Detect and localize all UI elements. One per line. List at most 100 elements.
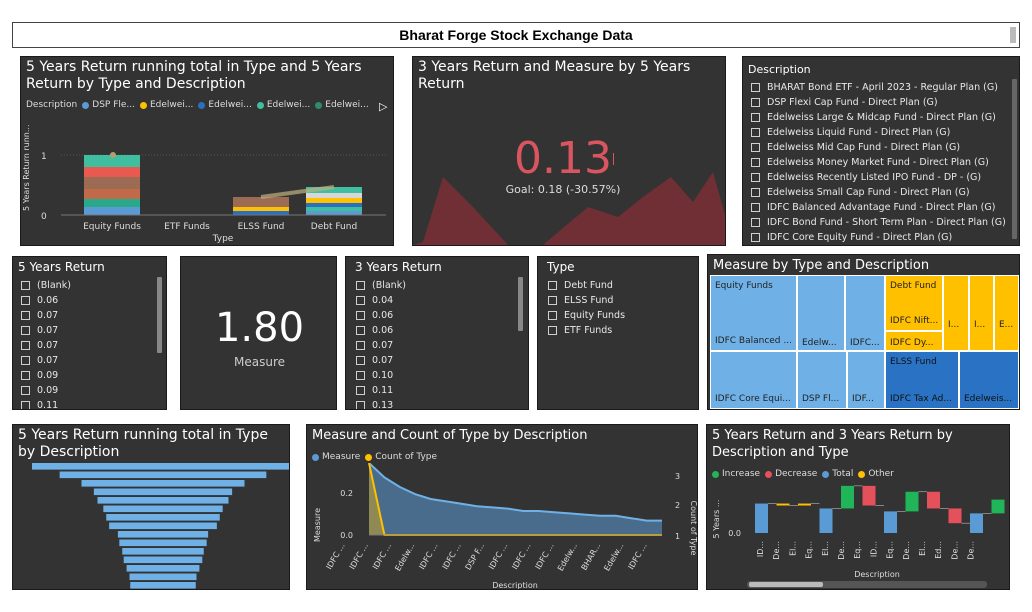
slicer-option[interactable]: Edelweiss Mid Cap Fund - Direct Plan (G) — [751, 140, 1011, 155]
slicer-option[interactable]: 0.07 — [21, 353, 158, 368]
checkbox[interactable] — [21, 311, 30, 320]
horizontal-scrollbar-thumb[interactable] — [749, 582, 823, 587]
checkbox[interactable] — [751, 158, 760, 167]
running-total-marker[interactable] — [110, 152, 116, 158]
treemap-tile[interactable]: Equity Funds IDFC Balanced ... — [710, 275, 797, 351]
slicer-option[interactable]: 0.13 — [356, 398, 520, 409]
checkbox[interactable] — [356, 356, 365, 365]
bar-segment[interactable] — [306, 187, 362, 193]
waterfall-bar[interactable] — [884, 511, 897, 533]
slicer-option[interactable]: 0.04 — [356, 293, 520, 308]
checkbox[interactable] — [751, 143, 760, 152]
checkbox[interactable] — [751, 128, 760, 137]
bar-segment[interactable] — [306, 203, 362, 207]
waterfall-bar[interactable] — [755, 503, 768, 533]
treemap-tile[interactable]: I... — [943, 275, 969, 351]
funnel-bar[interactable] — [93, 488, 233, 496]
slicer-option[interactable]: 0.09 — [21, 383, 158, 398]
slicer-option[interactable]: (Blank) — [356, 278, 520, 293]
slicer-scrollbar[interactable] — [157, 277, 162, 353]
slicer-option[interactable]: 0.06 — [356, 308, 520, 323]
waterfall-bar[interactable] — [819, 508, 833, 533]
treemap-tile[interactable]: Edelw... — [797, 275, 845, 351]
slicer-scrollbar[interactable] — [518, 277, 523, 331]
checkbox[interactable] — [21, 296, 30, 305]
checkbox[interactable] — [21, 371, 30, 380]
slicer-option[interactable]: BHARAT Bond ETF - April 2023 - Regular P… — [751, 80, 1011, 95]
funnel-bar[interactable] — [59, 471, 267, 479]
slicer-option[interactable]: Edelweiss Recently Listed IPO Fund - DP … — [751, 170, 1011, 185]
checkbox[interactable] — [548, 296, 557, 305]
funnel-bar[interactable] — [109, 522, 217, 530]
waterfall-bar[interactable] — [798, 503, 811, 506]
title-scrollbar[interactable] — [1010, 27, 1016, 43]
slicer-option[interactable]: 0.07 — [21, 323, 158, 338]
checkbox[interactable] — [356, 281, 365, 290]
slicer-option[interactable]: 0.10 — [356, 368, 520, 383]
slicer-option[interactable]: ELSS Fund — [548, 293, 690, 308]
slicer-scrollbar[interactable] — [1012, 79, 1017, 239]
treemap-tile[interactable]: IDFC... — [845, 275, 885, 351]
legend-item[interactable]: Edelwei... — [266, 100, 311, 110]
checkbox[interactable] — [21, 386, 30, 395]
waterfall-bar[interactable] — [841, 485, 854, 509]
funnel-bar[interactable] — [32, 463, 290, 470]
waterfall-bar[interactable] — [776, 503, 790, 506]
funnel-bar[interactable] — [97, 497, 229, 504]
bar-segment[interactable] — [306, 211, 362, 215]
slicer-option[interactable]: IDFC Core Equity Fund - Direct Plan (G) — [751, 230, 1011, 245]
checkbox[interactable] — [21, 401, 30, 409]
bar-segment[interactable] — [306, 207, 362, 211]
funnel-bar[interactable] — [130, 582, 196, 589]
legend-item[interactable]: Edelwei... — [325, 100, 369, 110]
treemap-tile[interactable]: ELSS Fund IDFC Tax Ad... — [885, 351, 959, 409]
slicer-option[interactable]: DSP Flexi Cap Fund - Direct Plan (G) — [751, 95, 1011, 110]
checkbox[interactable] — [751, 233, 760, 242]
legend-item[interactable]: Count of Type — [375, 452, 438, 462]
checkbox[interactable] — [356, 311, 365, 320]
treemap-tile[interactable]: IDF... — [847, 351, 885, 409]
checkbox[interactable] — [356, 341, 365, 350]
funnel-bar[interactable] — [119, 539, 207, 547]
slicer-option[interactable]: ETF Funds — [548, 323, 690, 338]
treemap-tile[interactable]: E... — [994, 275, 1019, 351]
checkbox[interactable] — [548, 326, 557, 335]
funnel-bar[interactable] — [122, 548, 204, 555]
checkbox[interactable] — [356, 326, 365, 335]
bar-segment[interactable] — [233, 211, 289, 215]
bar-segment[interactable] — [84, 177, 140, 189]
funnel-bar[interactable] — [81, 480, 245, 487]
bar-segment[interactable] — [84, 189, 140, 199]
waterfall-bar[interactable] — [927, 491, 940, 509]
slicer-option[interactable]: Edelweiss Small Cap Fund - Direct Plan (… — [751, 185, 1011, 200]
checkbox[interactable] — [356, 296, 365, 305]
funnel-bar[interactable] — [129, 573, 197, 581]
slicer-option[interactable]: 0.06 — [356, 323, 520, 338]
funnel-bar[interactable] — [123, 556, 203, 564]
bar-segment[interactable] — [306, 198, 362, 203]
legend-item[interactable]: Other — [868, 469, 894, 479]
slicer-option[interactable]: 0.07 — [356, 338, 520, 353]
treemap-tile[interactable]: DSP Fl... — [797, 351, 847, 409]
bar-segment[interactable] — [84, 199, 140, 207]
checkbox[interactable] — [548, 311, 557, 320]
checkbox[interactable] — [356, 371, 365, 380]
measure-line[interactable] — [368, 463, 662, 522]
checkbox[interactable] — [751, 188, 760, 197]
treemap-tile[interactable]: IDFC Dy... — [885, 331, 943, 351]
checkbox[interactable] — [751, 83, 760, 92]
measure-area[interactable] — [369, 463, 662, 535]
slicer-option[interactable]: Edelweiss Large & Midcap Fund - Direct P… — [751, 110, 1011, 125]
bar-segment[interactable] — [84, 155, 140, 167]
checkbox[interactable] — [21, 281, 30, 290]
legend-item[interactable]: Total — [832, 469, 854, 479]
funnel-bar[interactable] — [103, 505, 223, 513]
checkbox[interactable] — [751, 203, 760, 212]
slicer-option[interactable]: IDFC Bond Fund - Short Term Plan - Direc… — [751, 215, 1011, 230]
legend-item[interactable]: Measure — [322, 452, 361, 462]
slicer-option[interactable]: Debt Fund — [548, 278, 690, 293]
checkbox[interactable] — [751, 113, 760, 122]
slicer-option[interactable]: 0.11 — [21, 398, 158, 409]
checkbox[interactable] — [21, 341, 30, 350]
checkbox[interactable] — [356, 386, 365, 395]
